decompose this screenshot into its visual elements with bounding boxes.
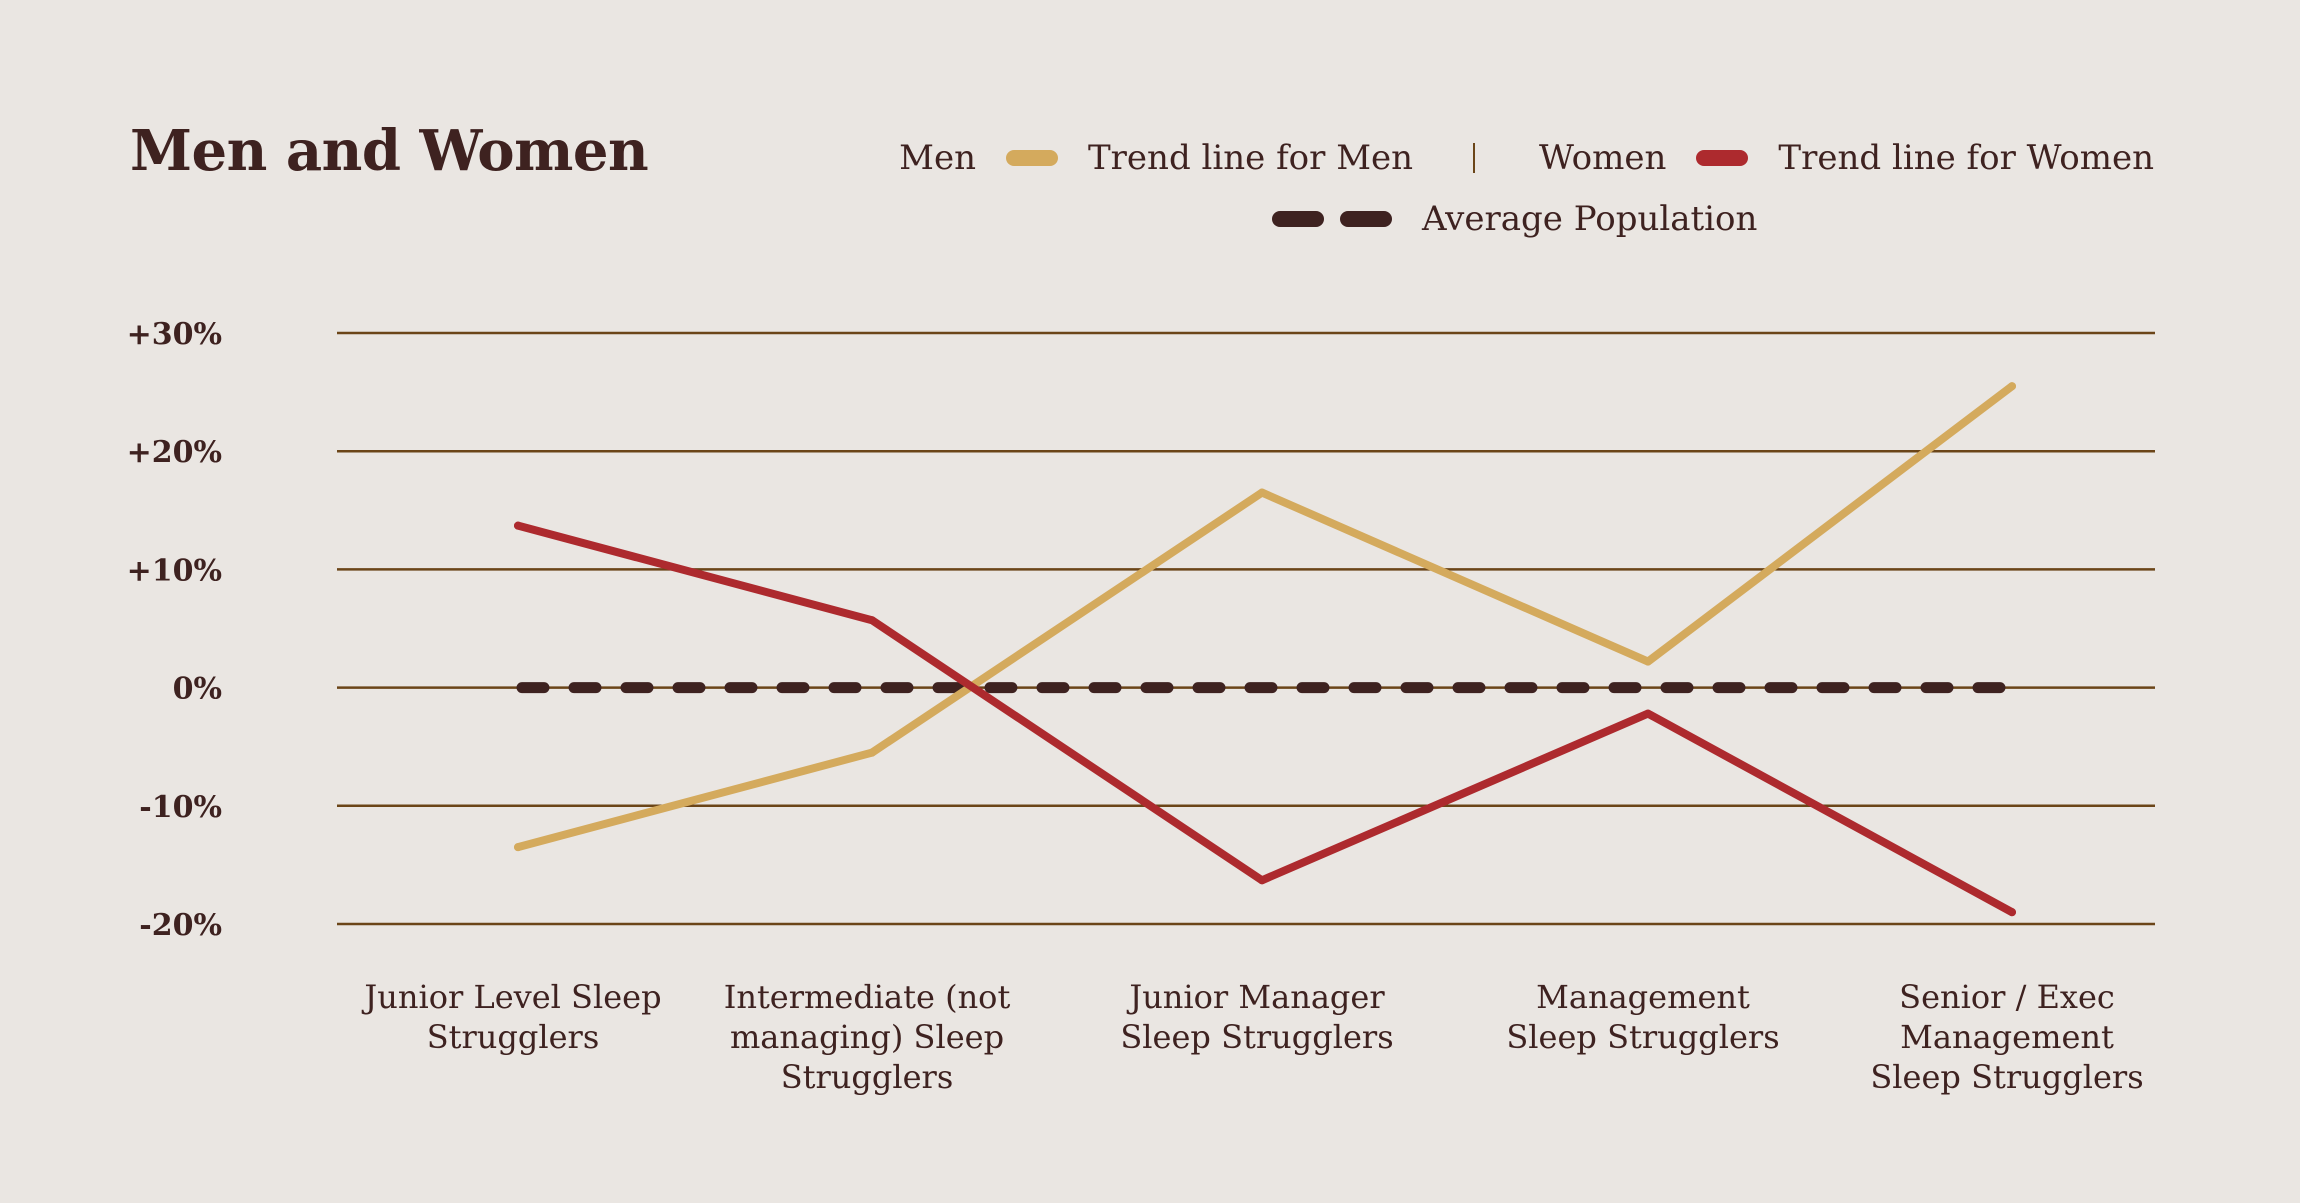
men-trend-line xyxy=(514,382,2016,852)
legend-women-swatch xyxy=(1696,150,1749,166)
y-tick-label: 0% xyxy=(173,672,222,707)
men-data-point xyxy=(1644,657,1652,666)
legend-average-label: Average Population xyxy=(1422,199,1758,239)
women-data-point xyxy=(1644,709,1652,718)
chart-title: Men and Women xyxy=(130,118,649,184)
legend-separator xyxy=(1473,143,1476,173)
legend-average-swatch xyxy=(1272,211,1392,227)
women-data-point xyxy=(514,521,522,530)
y-tick-label: -10% xyxy=(139,790,222,825)
women-data-point xyxy=(1258,876,1266,885)
men-data-point xyxy=(514,843,522,852)
legend-row-secondary: Average Population xyxy=(1272,199,1757,239)
women-trend-line xyxy=(514,521,2016,917)
legend-women-label: Women xyxy=(1539,138,1667,178)
x-tick-label: Junior Manager Sleep Strugglers xyxy=(1120,978,1393,1056)
x-tick-label: Junior Level Sleep Strugglers xyxy=(361,978,661,1056)
women-data-point xyxy=(868,616,876,625)
legend-men-label: Men xyxy=(899,138,976,178)
men-data-point xyxy=(2008,382,2016,391)
men-data-point xyxy=(868,748,876,757)
legend-men-trend-label: Trend line for Men xyxy=(1088,138,1414,178)
legend-women-trend-label: Trend line for Women xyxy=(1778,138,2154,178)
men-data-point xyxy=(1258,488,1266,497)
y-tick-label: +10% xyxy=(127,553,222,588)
y-tick-label: +20% xyxy=(127,435,222,470)
women-data-point xyxy=(2008,908,2016,917)
y-tick-label: +30% xyxy=(127,317,222,352)
x-tick-label: Senior / Exec Management Sleep Strugglers xyxy=(1870,978,2143,1096)
legend-men-swatch xyxy=(1006,150,1058,166)
legend-row-primary: Men Trend line for Men Women Trend line … xyxy=(899,138,2154,178)
x-tick-label: Management Sleep Strugglers xyxy=(1506,978,1779,1056)
x-tick-label: Intermediate (not managing) Sleep Struggle… xyxy=(724,978,1011,1096)
y-tick-label: -20% xyxy=(139,908,222,943)
